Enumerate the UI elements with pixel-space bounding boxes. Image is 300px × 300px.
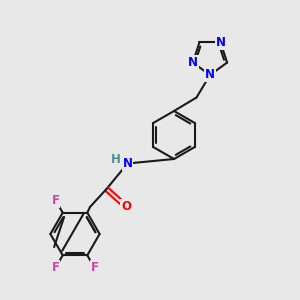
- Text: O: O: [122, 200, 131, 213]
- Text: H: H: [111, 153, 121, 167]
- Text: F: F: [52, 261, 59, 274]
- Text: N: N: [216, 36, 226, 49]
- Text: N: N: [122, 157, 133, 170]
- Text: F: F: [91, 261, 98, 274]
- Text: N: N: [205, 68, 215, 82]
- Text: F: F: [52, 194, 59, 207]
- Text: N: N: [188, 56, 198, 69]
